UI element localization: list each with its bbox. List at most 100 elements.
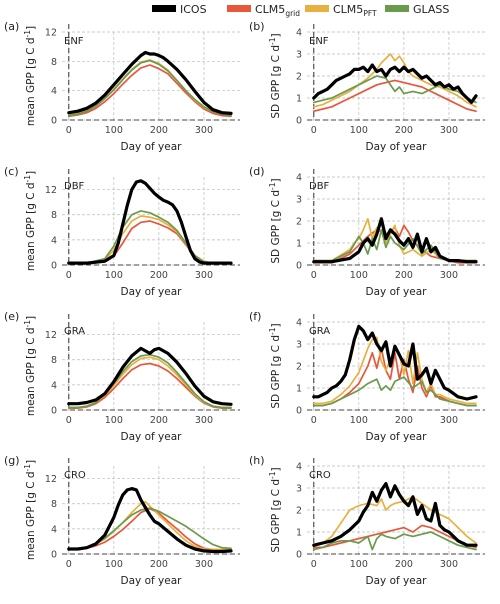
pft-label: CRO	[64, 470, 86, 481]
y-tick-label: 8	[51, 210, 57, 221]
x-tick-label: 300	[440, 270, 458, 281]
x-tick-label: 100	[350, 559, 368, 570]
y-axis-label-end: ]	[25, 316, 37, 320]
series-line-ICOS	[312, 482, 478, 547]
y-tick-label: 3	[296, 484, 302, 495]
y-tick-label: 8	[51, 499, 57, 510]
legend-label: GLASS	[413, 3, 449, 16]
x-tick-label: 300	[440, 559, 458, 570]
legend-item-CLM5grid: CLM5grid	[227, 3, 300, 18]
y-tick-label: 4	[296, 462, 302, 473]
x-tick-label: 0	[311, 559, 317, 570]
y-tick-label: 4	[51, 524, 57, 535]
x-axis-label: Day of year	[366, 575, 428, 587]
y-axis-label-end: ]	[25, 26, 37, 30]
legend-label-sub: PFT	[363, 9, 377, 18]
y-axis-label-sup: -1	[268, 471, 277, 479]
series-line-CLM5grid	[312, 524, 477, 549]
pft-label: GRA	[64, 326, 85, 337]
x-axis-label: Day of year	[366, 431, 428, 443]
x-tick-label: 0	[311, 270, 317, 281]
y-tick-label: 1	[296, 94, 302, 105]
legend-swatch	[385, 5, 409, 12]
legend-label-main: GLASS	[413, 3, 449, 16]
pft-label: GRA	[309, 326, 330, 337]
x-tick-label: 100	[105, 270, 123, 281]
y-axis-label: mean GPP [g C d-1]	[23, 26, 37, 126]
series-line-GLASS	[312, 75, 477, 104]
y-axis-label-end: ]	[270, 467, 282, 471]
y-tick-label: 8	[51, 355, 57, 366]
panel-d: 0 1 2 3 4 0 100 200 300 Day of year SD GPP [g C d-…	[249, 165, 485, 298]
y-axis-label: mean GPP [g C d-1]	[23, 316, 37, 416]
y-tick-label: 4	[296, 318, 302, 329]
legend-swatch	[305, 5, 329, 12]
legend-label-sub: grid	[285, 9, 300, 18]
x-tick-label: 200	[395, 270, 413, 281]
x-tick-label: 200	[150, 559, 168, 570]
series-line-ICOS	[67, 50, 233, 116]
legend-label: CLM5grid	[255, 3, 300, 18]
y-tick-label: 0	[51, 261, 57, 272]
x-tick-label: 100	[350, 415, 368, 426]
series-line-ICOS	[312, 63, 478, 105]
legend-label-main: CLM5	[333, 3, 363, 16]
x-tick-label: 100	[350, 270, 368, 281]
series-line-GLASS	[312, 531, 477, 551]
y-tick-label: 1	[296, 239, 302, 250]
pft-label: ENF	[64, 36, 84, 47]
legend-swatch	[152, 5, 176, 12]
legend: ICOS CLM5grid CLM5PFT GLASS	[152, 3, 449, 18]
x-axis-label: Day of year	[121, 575, 183, 587]
y-tick-label: 12	[45, 330, 57, 341]
x-tick-label: 100	[105, 415, 123, 426]
y-axis-label-sup: -1	[23, 320, 32, 328]
series-line-ICOS	[67, 179, 233, 265]
y-tick-label: 2	[296, 506, 302, 517]
y-axis-label-main: mean GPP [g C d	[25, 37, 37, 126]
y-tick-label: 12	[45, 28, 57, 39]
y-axis-label-sup: -1	[268, 37, 277, 45]
legend-item-CLM5PFT: CLM5PFT	[305, 3, 377, 18]
series-line-GLASS	[312, 376, 477, 407]
y-axis-label-main: SD GPP [g C d	[270, 479, 282, 553]
x-tick-label: 300	[440, 125, 458, 136]
y-tick-label: 2	[296, 72, 302, 83]
y-tick-label: 2	[296, 217, 302, 228]
y-tick-label: 4	[296, 28, 302, 39]
y-tick-label: 1	[296, 528, 302, 539]
y-tick-label: 3	[296, 340, 302, 351]
x-tick-label: 300	[440, 415, 458, 426]
pft-label: DBF	[64, 181, 85, 192]
panel-label: (f)	[249, 310, 261, 323]
x-tick-label: 300	[195, 415, 213, 426]
panel-a: 0 4 8 12 0 100 200 300 Day of year mean GPP [g C …	[4, 20, 240, 153]
series-line-CLM5grid	[67, 220, 232, 265]
y-tick-label: 3	[296, 195, 302, 206]
y-axis-label: SD GPP [g C d-1]	[268, 323, 282, 408]
y-tick-label: 2	[296, 362, 302, 373]
panel-h: 0 1 2 3 4 0 100 200 300 Day of year SD GPP [g C d-…	[249, 454, 485, 587]
y-tick-label: 8	[51, 57, 57, 68]
y-axis-label-end: ]	[25, 460, 37, 464]
panel-f: 0 1 2 3 4 0 100 200 300 Day of year SD GPP [g C d-…	[249, 310, 485, 443]
series-line-GLASS	[67, 210, 232, 264]
y-axis-label-main: SD GPP [g C d	[270, 45, 282, 119]
legend-label-main: CLM5	[255, 3, 285, 16]
y-axis-label-sup: -1	[268, 327, 277, 335]
y-axis-label-sup: -1	[23, 464, 32, 472]
x-tick-label: 0	[66, 270, 72, 281]
x-tick-label: 200	[395, 125, 413, 136]
x-tick-label: 0	[311, 125, 317, 136]
series-line-ICOS	[67, 346, 233, 406]
y-axis-label-main: SD GPP [g C d	[270, 335, 282, 409]
y-tick-label: 3	[296, 50, 302, 61]
y-axis-label: mean GPP [g C d-1]	[23, 460, 37, 560]
y-axis-label-end: ]	[270, 33, 282, 37]
y-axis-label-sup: -1	[23, 175, 32, 183]
legend-item-ICOS: ICOS	[152, 3, 207, 16]
y-tick-label: 0	[296, 406, 302, 417]
x-tick-label: 0	[66, 125, 72, 136]
